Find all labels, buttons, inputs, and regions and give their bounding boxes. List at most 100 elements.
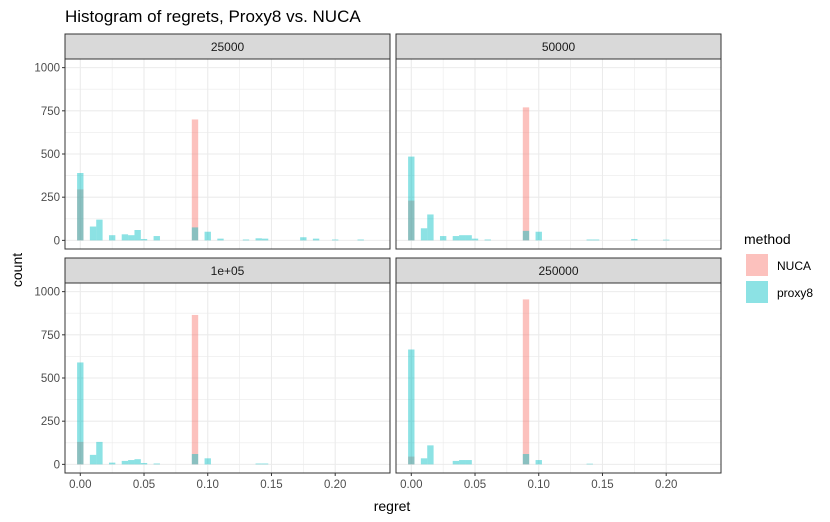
bar-proxy8 (427, 214, 434, 241)
x-tick-label: 0.05 (133, 479, 155, 491)
bar-proxy8 (300, 237, 307, 241)
bar-proxy8 (535, 460, 542, 465)
bar-nuca (408, 456, 415, 465)
x-tick-label: 0.20 (324, 479, 346, 491)
x-tick-label: 0.15 (260, 479, 282, 491)
bar-proxy8 (242, 239, 250, 241)
bar-proxy8 (586, 239, 593, 241)
legend-label-nuca: NUCA (777, 259, 811, 273)
x-tick-label: 0.20 (655, 479, 677, 491)
x-tick-label: 0.00 (69, 479, 91, 491)
bar-nuca (77, 189, 84, 241)
bar-proxy8 (471, 238, 479, 241)
bar-proxy8 (191, 227, 199, 241)
bar-proxy8 (586, 463, 593, 465)
bar-nuca (522, 299, 530, 465)
y-tick-label: 500 (41, 149, 60, 161)
bar-proxy8 (255, 238, 262, 241)
y-tick-label: 250 (41, 192, 60, 204)
facet-panel-1: 50000 (395, 33, 722, 250)
bar-proxy8 (420, 228, 428, 241)
facet-strip-label: 250000 (538, 264, 578, 278)
x-tick-label: 0.10 (528, 479, 550, 491)
bar-proxy8 (89, 454, 97, 465)
bar-proxy8 (89, 226, 97, 241)
bar-proxy8 (522, 230, 530, 241)
facet-panel-3: 250000 0.00 0.05 0.10 0.15 0.20 (395, 257, 722, 491)
legend-key-proxy8 (746, 281, 768, 303)
bar-proxy8 (459, 460, 466, 465)
legend-label-proxy8: proxy8 (777, 286, 813, 300)
y-tick-label: 0 (54, 235, 60, 247)
bar-proxy8 (204, 458, 211, 465)
x-tick-label: 0.15 (591, 479, 613, 491)
bar-proxy8 (217, 238, 224, 241)
bar-proxy8 (128, 460, 135, 465)
y-tick-label: 500 (41, 373, 60, 385)
bar-proxy8 (439, 236, 447, 241)
facet-panel-0: 25000 0 250 500 750 1000 (34, 33, 391, 250)
y-tick-label: 250 (41, 416, 60, 428)
facet-strip (64, 257, 391, 284)
bar-proxy8 (191, 454, 199, 465)
bar-proxy8 (452, 460, 460, 465)
facet-strip (395, 33, 722, 60)
facet-panel-2: 1e+05 0 250 500 750 1000 0.00 0.05 0.10 0.15 0.20 (34, 257, 391, 491)
bar-proxy8 (108, 462, 116, 465)
bar-proxy8 (261, 238, 269, 241)
bar-proxy8 (128, 235, 135, 241)
y-tick-label: 0 (54, 459, 60, 471)
y-tick-label: 1000 (34, 63, 60, 75)
bar-proxy8 (427, 445, 434, 465)
bar-proxy8 (465, 235, 472, 241)
bar-nuca (77, 441, 84, 465)
y-tick-label: 1000 (34, 287, 60, 299)
legend-title: method (744, 231, 791, 247)
y-tick-label: 750 (41, 106, 60, 118)
y-tick-label: 750 (41, 330, 60, 342)
bar-proxy8 (108, 235, 116, 241)
x-tick-label: 0.00 (400, 479, 422, 491)
bar-proxy8 (459, 235, 466, 241)
bar-nuca (522, 107, 530, 241)
y-axis-title: count (9, 253, 25, 287)
x-tick-label: 0.05 (464, 479, 486, 491)
bar-proxy8 (408, 349, 415, 465)
bar-proxy8 (134, 230, 141, 241)
bar-nuca (191, 314, 199, 465)
bar-nuca (408, 200, 415, 241)
panel-border (395, 58, 722, 250)
panel-border (395, 282, 722, 474)
facet-strip-label: 25000 (211, 40, 245, 54)
bar-proxy8 (153, 463, 160, 465)
bar-proxy8 (255, 463, 262, 465)
x-axis-title: regret (374, 498, 411, 514)
bar-proxy8 (121, 234, 129, 241)
facet-strip-label: 1e+05 (211, 264, 245, 278)
bar-proxy8 (140, 462, 148, 465)
bar-proxy8 (204, 231, 211, 241)
bar-proxy8 (77, 362, 84, 465)
legend-key-nuca (746, 254, 768, 276)
legend-items: NUCA proxy8 (746, 254, 813, 303)
bar-proxy8 (96, 441, 103, 465)
bar-proxy8 (121, 460, 129, 465)
bar-proxy8 (631, 238, 638, 241)
bar-proxy8 (535, 231, 542, 241)
bar-proxy8 (663, 239, 670, 241)
bar-proxy8 (357, 239, 364, 241)
bar-proxy8 (420, 458, 428, 465)
bar-nuca (191, 119, 199, 241)
bar-proxy8 (592, 239, 600, 241)
bar-proxy8 (140, 238, 148, 241)
bar-proxy8 (134, 459, 141, 465)
bar-proxy8 (522, 454, 530, 465)
facet-strip (64, 33, 391, 60)
legend: method NUCA proxy8 (744, 231, 813, 303)
bar-proxy8 (332, 239, 339, 241)
bar-proxy8 (408, 156, 415, 241)
bar-proxy8 (312, 238, 320, 241)
facet-strip-label: 50000 (542, 40, 576, 54)
bar-proxy8 (484, 239, 491, 241)
